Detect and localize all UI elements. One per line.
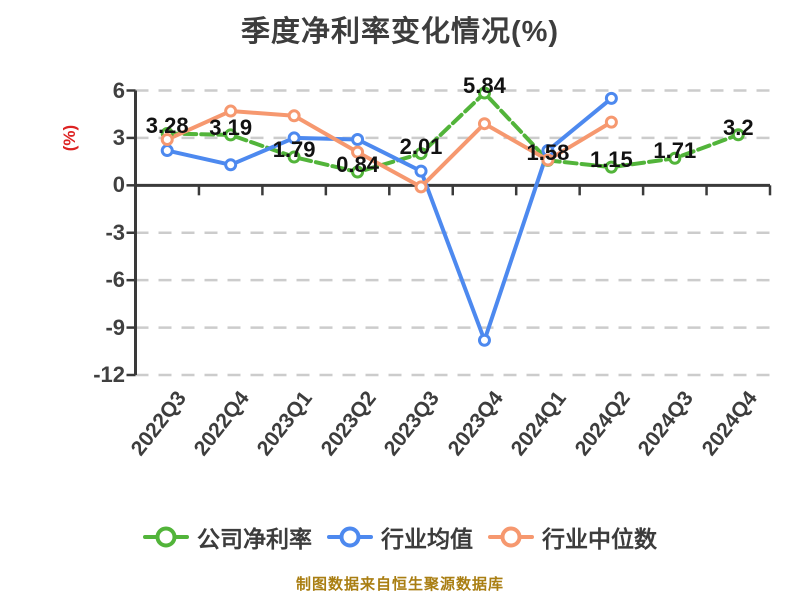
data-point[interactable] — [477, 86, 491, 100]
legend-label: 公司净利率 — [197, 526, 312, 552]
y-tick-label: -9 — [105, 314, 125, 340]
legend-label: 行业中位数 — [542, 526, 657, 552]
legend: 公司净利率 行业均值 行业中位数 — [0, 516, 800, 558]
legend-item-industry-median[interactable]: 行业中位数 — [488, 520, 657, 554]
y-tick-label: -3 — [105, 219, 125, 245]
y-tick-label: 0 — [112, 172, 125, 198]
legend-marker-circle — [500, 526, 522, 548]
data-point[interactable] — [351, 132, 365, 146]
data-value-label: 3.28 — [145, 113, 189, 139]
data-value-label: 3.19 — [209, 114, 253, 140]
y-tick-label: -6 — [105, 267, 125, 293]
data-point[interactable] — [287, 131, 301, 145]
legend-marker-line-dot — [143, 526, 189, 548]
legend-label: 行业均值 — [381, 526, 473, 552]
data-point[interactable] — [668, 151, 682, 165]
data-point[interactable] — [287, 109, 301, 123]
data-value-label: 1.15 — [589, 147, 633, 173]
y-tick-label: 3 — [112, 124, 125, 150]
data-point[interactable] — [160, 132, 174, 146]
data-value-label: 1.58 — [526, 140, 570, 166]
legend-marker-line-dot — [327, 526, 373, 548]
data-point[interactable] — [604, 91, 618, 105]
data-point[interactable] — [160, 144, 174, 158]
data-value-label: 3.2 — [722, 114, 754, 140]
data-value-label: 5.84 — [463, 73, 506, 99]
data-point[interactable] — [604, 160, 618, 174]
data-point[interactable] — [224, 104, 238, 118]
data-point[interactable] — [477, 333, 491, 347]
data-point[interactable] — [351, 165, 365, 179]
data-point[interactable] — [731, 128, 745, 142]
data-point[interactable] — [604, 115, 618, 129]
data-point[interactable] — [477, 117, 491, 131]
legend-marker-circle — [339, 526, 361, 548]
y-tick-label: -12 — [93, 362, 125, 387]
legend-marker-line-dot — [488, 526, 534, 548]
legend-marker-circle — [155, 526, 177, 548]
chart-title: 季度净利率变化情况(%) — [240, 16, 560, 48]
data-value-label: 1.79 — [272, 137, 316, 163]
data-point[interactable] — [541, 153, 555, 167]
data-point[interactable] — [224, 158, 238, 172]
data-point[interactable] — [414, 164, 428, 178]
y-tick-label: 6 — [112, 77, 125, 103]
series-line-行业中位数 — [165, 109, 614, 189]
data-value-label: 1.71 — [653, 138, 697, 164]
legend-item-company-net-margin[interactable]: 公司净利率 — [143, 520, 312, 554]
data-value-label: 2.01 — [399, 133, 443, 159]
footer-note: 制图数据来自恒生聚源数据库 — [295, 576, 504, 593]
data-point[interactable] — [414, 180, 428, 194]
data-point[interactable] — [287, 150, 301, 164]
legend-item-industry-average[interactable]: 行业均值 — [327, 520, 473, 554]
data-point[interactable] — [224, 128, 238, 142]
data-point[interactable] — [414, 147, 428, 161]
data-point[interactable] — [351, 145, 365, 159]
series-line-公司净利率 — [165, 91, 741, 175]
series-line-行业均值 — [165, 96, 614, 343]
data-value-label: 0.84 — [336, 152, 379, 178]
